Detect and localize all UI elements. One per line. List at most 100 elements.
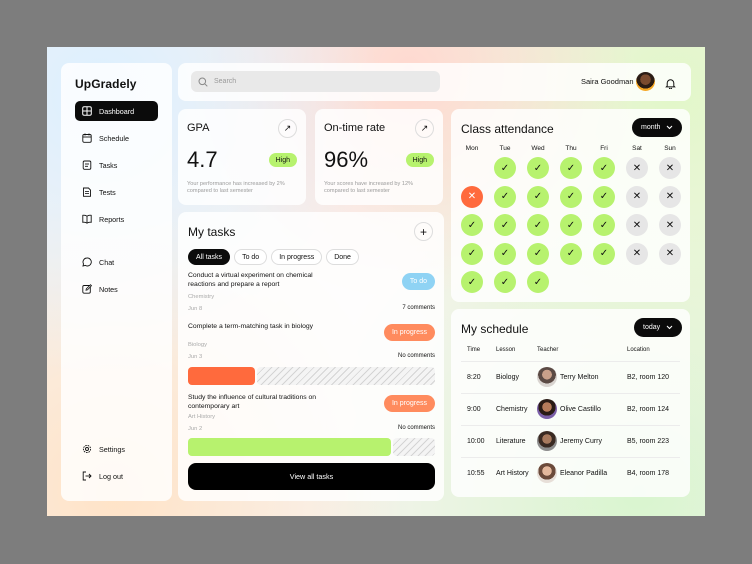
task-status-badge: In progress: [383, 324, 435, 341]
attendance-day-present: ✓: [527, 214, 549, 236]
attendance-day-present: ✓: [461, 242, 483, 265]
attendance-day-weekend: ✕: [659, 185, 681, 208]
table-row[interactable]: 9:00 Chemistry Olive Castillo B2, room 1…: [461, 393, 680, 425]
teacher-cell: Terry Melton: [560, 374, 599, 381]
column-header-teacher: Teacher: [537, 347, 559, 353]
task-subject: Biology: [188, 342, 208, 348]
location-cell: B5, room 223: [627, 438, 670, 445]
time-cell: 9:00: [467, 406, 481, 413]
attendance-day-weekend: ✕: [626, 242, 648, 265]
gpa-title: GPA: [187, 122, 210, 134]
plus-icon: +: [419, 224, 427, 239]
user-name[interactable]: Saira Goodman: [581, 77, 634, 86]
task-name: Study the influence of cultural traditio…: [188, 394, 317, 411]
user-avatar[interactable]: [636, 72, 655, 91]
brand-logo: UpGradely: [75, 77, 137, 91]
attendance-day-weekend: ✕: [626, 214, 648, 236]
on-time-rate-note: Your scores have increased by 12% compar…: [324, 181, 414, 195]
day-header-tue: Tue: [499, 145, 511, 152]
attendance-day-present: ✓: [494, 157, 516, 179]
attendance-day-weekend: ✕: [659, 214, 681, 236]
schedule-filter-dropdown[interactable]: today: [634, 318, 683, 337]
sidebar-item-chat[interactable]: Chat: [75, 252, 158, 272]
attendance-day-present: ✓: [593, 242, 615, 265]
arrow-up-right-icon[interactable]: ↗: [278, 119, 297, 138]
grid-icon: [82, 106, 92, 116]
tab-done[interactable]: Done: [326, 249, 359, 265]
status-badge: High: [268, 153, 297, 167]
tab-to-do[interactable]: To do: [234, 249, 268, 265]
attendance-day-present: ✓: [461, 214, 483, 236]
table-row[interactable]: 8:20 Biology Terry Melton B2, room 120: [461, 361, 680, 393]
attendance-day-present: ✓: [593, 185, 615, 208]
table-row[interactable]: 10:55 Art History Eleanor Padilla B4, ro…: [461, 457, 680, 489]
attendance-day-present: ✓: [593, 214, 615, 236]
filter-label: today: [643, 324, 661, 331]
time-cell: 10:00: [467, 438, 485, 445]
search-input[interactable]: Search: [191, 71, 440, 92]
attendance-day-weekend: ✕: [659, 242, 681, 265]
task-item[interactable]: Study the influence of cultural traditio…: [188, 393, 435, 457]
attendance-day-present: ✓: [494, 271, 516, 293]
schedule-panel: My schedule today Time Lesson Teacher Lo…: [451, 309, 690, 497]
attendance-filter-dropdown[interactable]: month: [632, 118, 683, 137]
location-cell: B2, room 120: [627, 374, 670, 381]
calendar-icon: [82, 133, 92, 143]
attendance-day-absent: ✕: [461, 185, 483, 208]
document-icon: [82, 187, 92, 197]
add-task-button[interactable]: +: [414, 222, 433, 241]
attendance-day-weekend: ✕: [626, 185, 648, 208]
task-item[interactable]: Conduct a virtual experiment on chemical…: [188, 271, 435, 317]
sidebar-item-label: Log out: [99, 471, 123, 481]
task-progress-bar: [188, 367, 435, 385]
progress-fill: [188, 438, 391, 456]
schedule-title: My schedule: [461, 322, 529, 336]
progress-fill: [188, 367, 255, 385]
sidebar-item-label: Notes: [99, 284, 118, 294]
top-bar: Search Saira Goodman: [178, 63, 691, 101]
sidebar-item-tasks[interactable]: Tasks: [75, 155, 158, 175]
attendance-day-present: ✓: [494, 214, 516, 236]
attendance-panel: Class attendance month Mon Tue Wed Thu Fri Sa…: [451, 109, 690, 302]
attendance-day-present: ✓: [527, 157, 549, 179]
avatar: [537, 399, 557, 419]
column-header-location: Location: [627, 347, 650, 353]
sidebar-item-settings[interactable]: Settings: [75, 439, 158, 459]
lesson-cell: Biology: [496, 374, 519, 381]
sidebar: UpGradely Dashboard Schedule Tasks Tests…: [61, 63, 172, 501]
task-status-badge: In progress: [383, 395, 435, 412]
tasks-panel: My tasks + All tasks To do In progress D…: [178, 212, 444, 501]
location-cell: B4, room 178: [627, 470, 670, 477]
attendance-day-present: ✓: [560, 214, 582, 236]
task-subject: Art History: [188, 414, 216, 420]
progress-remaining: [257, 367, 435, 385]
attendance-day-present: ✓: [560, 185, 582, 208]
filter-label: month: [641, 124, 661, 131]
sidebar-item-notes[interactable]: Notes: [75, 279, 158, 299]
table-row[interactable]: 10:00 Literature Jeremy Curry B5, room 2…: [461, 425, 680, 457]
tab-all-tasks[interactable]: All tasks: [188, 249, 231, 265]
edit-icon: [82, 284, 92, 294]
task-item[interactable]: Complete a term-matching task in biology…: [188, 322, 435, 386]
app-window: UpGradely Dashboard Schedule Tasks Tests…: [47, 47, 705, 516]
sidebar-item-reports[interactable]: Reports: [75, 209, 158, 229]
sidebar-item-logout[interactable]: Log out: [75, 466, 158, 486]
teacher-cell: Jeremy Curry: [560, 438, 603, 445]
tab-in-progress[interactable]: In progress: [271, 249, 323, 265]
sidebar-item-tests[interactable]: Tests: [75, 182, 158, 202]
chat-icon: [82, 257, 92, 267]
day-header-thu: Thu: [565, 145, 577, 152]
task-comments: No comments: [397, 353, 435, 359]
task-status-badge: To do: [401, 273, 435, 290]
arrow-up-right-icon[interactable]: ↗: [415, 119, 434, 138]
sidebar-item-label: Chat: [99, 257, 115, 267]
attendance-day-present: ✓: [527, 242, 549, 265]
bell-icon[interactable]: [665, 76, 676, 94]
sidebar-item-schedule[interactable]: Schedule: [75, 128, 158, 148]
view-all-tasks-button[interactable]: View all tasks: [188, 463, 435, 490]
lesson-cell: Art History: [496, 470, 529, 477]
attendance-day-weekend: ✕: [626, 157, 648, 179]
sidebar-item-label: Schedule: [99, 133, 129, 143]
sidebar-item-dashboard[interactable]: Dashboard: [75, 101, 158, 121]
progress-remaining: [393, 438, 435, 456]
